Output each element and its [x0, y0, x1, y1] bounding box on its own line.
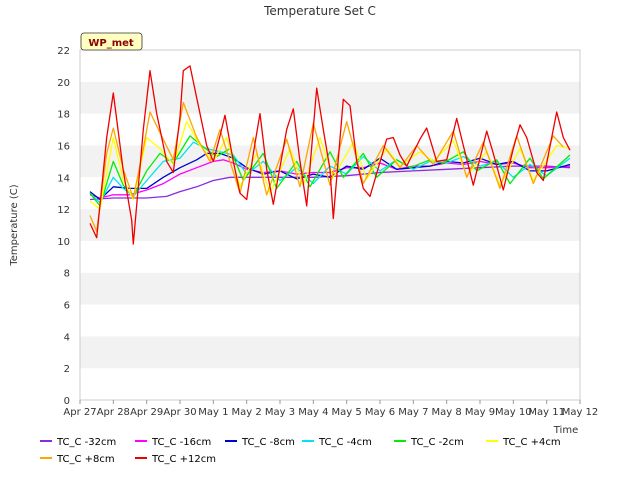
x-tick-label: May 8	[432, 407, 462, 418]
x-tick-label: May 10	[495, 407, 532, 418]
x-tick-label: Apr 30	[163, 407, 196, 418]
grid-band	[80, 304, 580, 337]
legend-swatch	[225, 440, 237, 442]
x-axis-label: Time	[553, 425, 578, 436]
grid-band	[80, 209, 580, 241]
legend-item: TC_C -32cm	[40, 436, 116, 450]
x-tick-label: Apr 28	[97, 407, 130, 418]
y-tick-label: 2	[64, 364, 70, 375]
legend-label: TC_C -2cm	[411, 437, 464, 448]
series-line-tc-c-2cm	[89, 135, 571, 207]
legend-swatch	[40, 457, 52, 459]
grid-band	[80, 50, 580, 82]
series-line-tc-c-12cm	[89, 65, 571, 245]
legend-label: TC_C +8cm	[57, 454, 115, 465]
y-axis-label: Temperature (C)	[9, 184, 20, 266]
legend-swatch	[486, 440, 498, 442]
legend-label: TC_C -4cm	[319, 437, 372, 448]
legend-label: TC_C -8cm	[242, 437, 295, 448]
grid-band	[80, 81, 580, 114]
legend-label: TC_C +12cm	[152, 454, 217, 465]
legend-swatch	[394, 440, 406, 442]
x-tick-label: May 2	[232, 407, 262, 418]
grid-band	[80, 113, 580, 146]
y-tick-label: 12	[57, 205, 70, 216]
legend-label: TC_C +4cm	[503, 437, 561, 448]
y-tick-label: 4	[64, 332, 70, 343]
legend-item: TC_C -8cm	[225, 436, 295, 450]
legend-swatch	[135, 457, 147, 459]
y-tick-label: 8	[64, 269, 70, 280]
series-line-tc-c-32cm	[89, 165, 571, 201]
y-tick-label: 20	[57, 78, 70, 89]
y-tick-label: 6	[64, 301, 70, 312]
x-tick-label: May 1	[198, 407, 228, 418]
y-tick-label: 18	[57, 110, 70, 121]
x-tick-label: May 11	[528, 407, 565, 418]
series-line-tc-c-4cm	[89, 141, 571, 204]
y-tick-label: 14	[57, 173, 70, 184]
grid-band	[80, 336, 580, 369]
x-tick-label: Apr 27	[63, 407, 96, 418]
grid-band	[80, 368, 580, 400]
x-tick-label: May 9	[465, 407, 495, 418]
x-tick-label: May 6	[365, 407, 395, 418]
x-tick-label: Apr 29	[130, 407, 163, 418]
x-tick-label: May 4	[298, 407, 328, 418]
x-tick-label: May 5	[332, 407, 362, 418]
plot-frame	[79, 49, 581, 401]
legend-item: TC_C +4cm	[486, 436, 561, 450]
legend-swatch	[302, 440, 314, 442]
series-line-tc-c-16cm	[89, 159, 571, 199]
x-tick-label: May 12	[562, 407, 599, 418]
legend-label: TC_C -16cm	[152, 437, 212, 448]
legend-item: TC_C +8cm	[40, 453, 115, 467]
x-tick-label: May 3	[265, 407, 295, 418]
grid-band	[80, 272, 580, 305]
y-tick-label: 0	[64, 396, 70, 407]
y-tick-label: 10	[57, 237, 70, 248]
chart-title: Temperature Set C	[263, 4, 376, 18]
annotation-label: WP_met	[88, 38, 134, 49]
y-tick-label: 22	[57, 46, 70, 57]
legend-item: TC_C -2cm	[394, 436, 464, 450]
legend-swatch	[40, 440, 52, 442]
grid-band	[80, 177, 580, 210]
legend-swatch	[135, 440, 147, 442]
annotation-box: WP_met	[80, 32, 143, 51]
legend-label: TC_C -32cm	[57, 437, 117, 448]
grid-band	[80, 240, 580, 273]
legend-item: TC_C -16cm	[135, 436, 211, 450]
x-tick-label: May 7	[398, 407, 428, 418]
legend-item: TC_C +12cm	[135, 453, 216, 467]
legend-item: TC_C -4cm	[302, 436, 372, 450]
y-tick-label: 16	[57, 141, 70, 152]
